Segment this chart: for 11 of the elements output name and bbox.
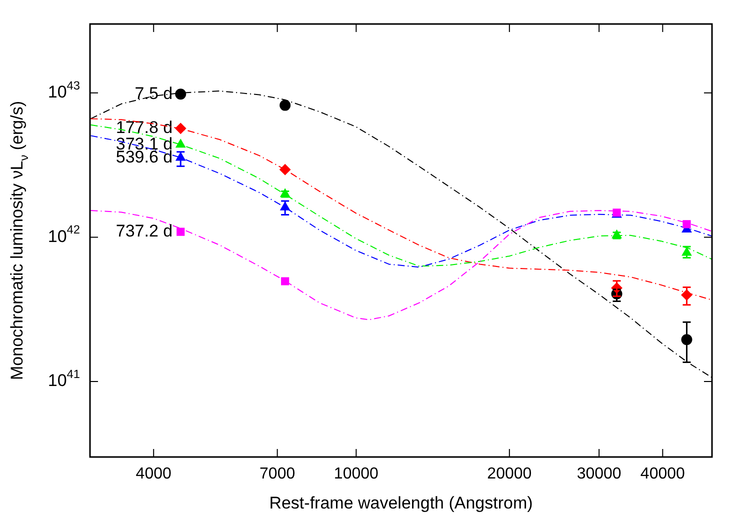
series-label: 7.5 d	[134, 84, 173, 103]
series-label: 177.8 d	[116, 118, 173, 138]
x-tick-label: 20000	[487, 465, 532, 482]
x-tick-label: 10000	[334, 465, 379, 482]
x-tick-label: 30000	[576, 465, 622, 482]
series-label: 737.2 d	[116, 221, 173, 240]
y-axis-title: Monochromatic luminosity νLν (erg/s)	[8, 101, 32, 380]
x-tick-label: 40000	[640, 465, 686, 482]
x-axis-title: Rest-frame wavelength (Angstrom)	[269, 494, 533, 513]
x-tick-label: 4000	[136, 465, 172, 482]
x-tick-label: 7000	[260, 465, 296, 482]
